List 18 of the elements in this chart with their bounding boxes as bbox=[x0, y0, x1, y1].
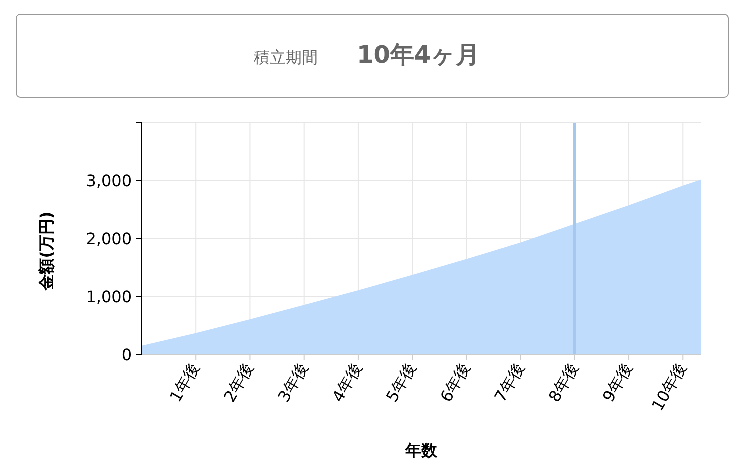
x-tick-label: 10年後 bbox=[648, 360, 691, 414]
x-tick-label: 7年後 bbox=[490, 360, 528, 406]
x-tick-label: 8年後 bbox=[544, 360, 582, 406]
x-tick-label: 3年後 bbox=[274, 360, 312, 406]
y-tick-label: 1,000 bbox=[86, 288, 132, 307]
x-axis-title: 年数 bbox=[404, 441, 438, 460]
y-tick-label: 3,000 bbox=[86, 172, 132, 191]
x-tick-label: 4年後 bbox=[328, 360, 366, 406]
x-tick-label: 9年後 bbox=[598, 360, 636, 406]
y-tick-label: 2,000 bbox=[86, 230, 132, 249]
x-tick-label: 1年後 bbox=[166, 360, 204, 406]
chart-subtitle: 10年4ヶ月 bbox=[357, 41, 480, 69]
y-tick-label: 0 bbox=[122, 346, 132, 365]
x-tick-label: 6年後 bbox=[436, 360, 474, 406]
x-tick-label: 5年後 bbox=[382, 360, 420, 406]
chart-title: 積立期間 bbox=[254, 48, 318, 67]
y-axis-title: 金額(万円) bbox=[37, 212, 56, 292]
x-tick-label: 2年後 bbox=[220, 360, 258, 406]
